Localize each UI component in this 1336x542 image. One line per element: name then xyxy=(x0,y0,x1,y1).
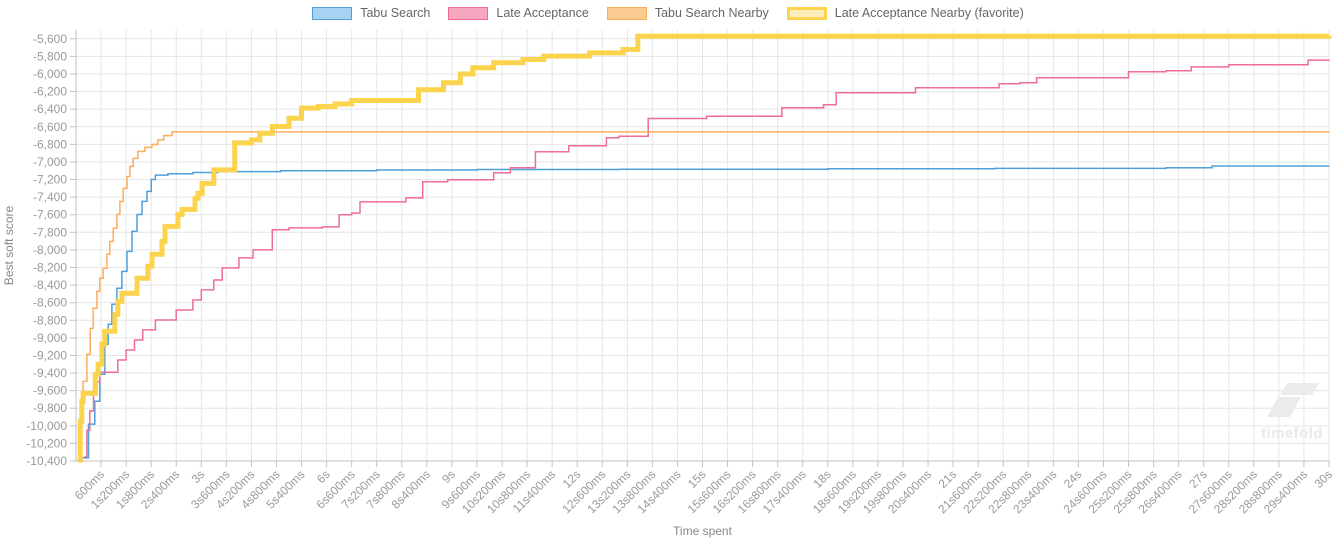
legend-label: Tabu Search xyxy=(360,6,431,20)
svg-text:-7,800: -7,800 xyxy=(33,225,67,239)
svg-text:-10,000: -10,000 xyxy=(26,419,67,433)
legend-label: Tabu Search Nearby xyxy=(654,6,769,20)
svg-text:-8,600: -8,600 xyxy=(33,296,67,310)
chart-legend: Tabu Search Late Acceptance Tabu Search … xyxy=(0,6,1336,20)
svg-text:3s: 3s xyxy=(189,467,208,486)
watermark-text: timefold xyxy=(1261,425,1323,442)
svg-text:30s: 30s xyxy=(1312,467,1336,491)
svg-text:-10,200: -10,200 xyxy=(26,436,67,450)
legend-item-tabu-search[interactable]: Tabu Search xyxy=(312,6,430,20)
svg-text:-6,400: -6,400 xyxy=(33,102,67,116)
svg-text:-5,600: -5,600 xyxy=(33,32,67,46)
legend-item-late-acceptance-nearby[interactable]: Late Acceptance Nearby (favorite) xyxy=(786,6,1024,20)
svg-text:-7,400: -7,400 xyxy=(33,190,67,204)
svg-text:-6,000: -6,000 xyxy=(33,67,67,81)
svg-text:-7,000: -7,000 xyxy=(33,155,67,169)
svg-text:-9,400: -9,400 xyxy=(33,366,67,380)
legend-label: Late Acceptance xyxy=(496,6,589,20)
legend-swatch-tabu-search xyxy=(312,6,353,20)
svg-text:-9,800: -9,800 xyxy=(33,401,67,415)
svg-text:-5,800: -5,800 xyxy=(33,49,67,63)
svg-text:-10,400: -10,400 xyxy=(26,454,67,468)
svg-text:-8,800: -8,800 xyxy=(33,313,67,327)
legend-swatch-tabu-search-nearby xyxy=(606,6,647,20)
legend-swatch-late-acceptance xyxy=(448,6,489,20)
timefold-logo-icon xyxy=(1267,383,1319,417)
timefold-watermark: timefold xyxy=(1256,381,1328,442)
legend-swatch-late-acceptance-nearby xyxy=(786,6,827,20)
svg-text:-8,200: -8,200 xyxy=(33,260,67,274)
svg-text:-6,600: -6,600 xyxy=(33,120,67,134)
svg-text:-8,000: -8,000 xyxy=(33,243,67,257)
legend-item-late-acceptance[interactable]: Late Acceptance xyxy=(448,6,589,20)
svg-text:9s: 9s xyxy=(439,467,458,486)
svg-text:-6,800: -6,800 xyxy=(33,137,67,151)
svg-text:6s: 6s xyxy=(314,467,333,486)
svg-text:-7,200: -7,200 xyxy=(33,173,67,187)
legend-label: Late Acceptance Nearby (favorite) xyxy=(834,6,1024,20)
svg-text:-9,200: -9,200 xyxy=(33,348,67,362)
svg-text:Best soft score: Best soft score xyxy=(2,205,16,285)
svg-text:-9,600: -9,600 xyxy=(33,384,67,398)
svg-text:-6,200: -6,200 xyxy=(33,85,67,99)
svg-text:-9,000: -9,000 xyxy=(33,331,67,345)
svg-text:-7,600: -7,600 xyxy=(33,208,67,222)
svg-text:-8,400: -8,400 xyxy=(33,278,67,292)
svg-text:Time spent: Time spent xyxy=(673,524,733,538)
legend-item-tabu-search-nearby[interactable]: Tabu Search Nearby xyxy=(606,6,769,20)
